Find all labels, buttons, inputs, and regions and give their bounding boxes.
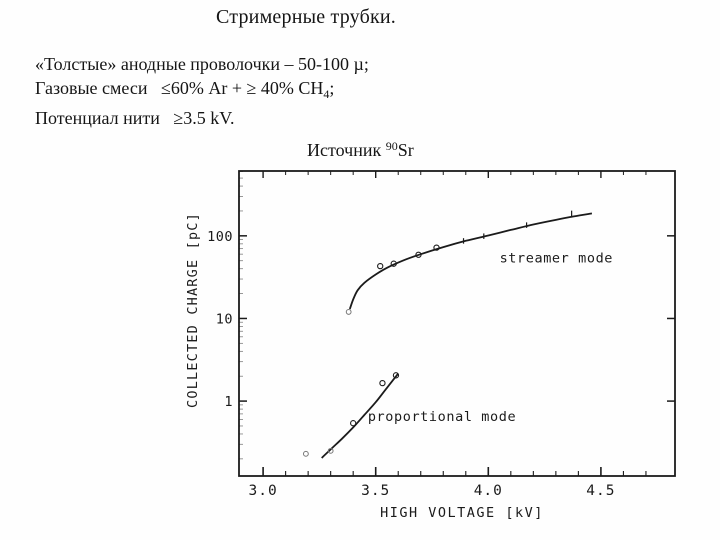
- data-point: [350, 420, 357, 427]
- series-label: proportional mode: [368, 409, 516, 425]
- caption-text: Источник: [307, 140, 386, 160]
- series-curve: [348, 212, 593, 310]
- data-point-faint: [302, 450, 309, 457]
- data-point-faint: [327, 447, 334, 454]
- data-point-faint: [345, 309, 352, 315]
- series-streamer-mode: streamer mode: [345, 210, 613, 315]
- figure-caption: Источник 90Sr: [307, 139, 414, 161]
- plot-frame: [238, 170, 676, 477]
- x-tick-label: 4.5: [586, 483, 615, 499]
- x-tick-label: 3.0: [248, 483, 277, 499]
- info-line-wires: «Толстые» анодные проволочки – 50-100 µ;: [35, 54, 369, 74]
- info-line-gas: Газовые смеси ≤60% Ar + ≥ 40% CH4;: [35, 76, 369, 106]
- isotope-superscript: 90: [385, 139, 398, 153]
- data-point: [433, 244, 440, 251]
- data-point: [392, 372, 400, 379]
- x-tick-labels: 3.0 3.5 4.0 4.5: [248, 483, 615, 499]
- y-axis-title: COLLECTED CHARGE [pC]: [185, 212, 201, 408]
- y-tick-labels: 1 10 100: [207, 229, 233, 410]
- y-tick-label: 1: [224, 394, 233, 410]
- data-point: [415, 251, 422, 258]
- gas-text-end: ;: [329, 78, 335, 98]
- gas-text: Газовые смеси ≤60% Ar + ≥ 40% CH: [35, 78, 324, 98]
- series-proportional-mode: proportional mode: [302, 372, 516, 459]
- x-tick-label: 3.5: [361, 483, 390, 499]
- data-point: [379, 379, 386, 387]
- x-axis-title: HIGH VOLTAGE [kV]: [380, 505, 544, 521]
- x-axis-ticks: [262, 171, 647, 476]
- y-axis-ticks: [239, 171, 675, 460]
- info-line-potential: Потенциал нити ≥3.5 kV.: [35, 108, 235, 128]
- caption-element: Sr: [397, 140, 414, 160]
- x-tick-label: 4.0: [474, 483, 503, 499]
- y-tick-label: 100: [207, 229, 233, 245]
- slide-title: Стримерные трубки.: [216, 6, 396, 28]
- y-tick-label: 10: [216, 311, 233, 327]
- info-block: «Толстые» анодные проволочки – 50-100 µ;…: [35, 52, 369, 130]
- data-point: [390, 260, 397, 267]
- data-point: [377, 262, 384, 270]
- ch4-subscript: 4: [323, 87, 330, 101]
- series-label: streamer mode: [500, 250, 613, 266]
